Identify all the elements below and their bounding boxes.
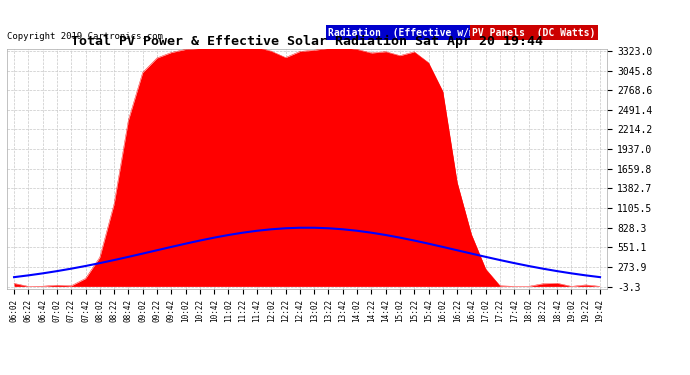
- Text: Radiation  (Effective w/m2): Radiation (Effective w/m2): [328, 27, 486, 38]
- Text: PV Panels  (DC Watts): PV Panels (DC Watts): [472, 27, 595, 38]
- Title: Total PV Power & Effective Solar Radiation Sat Apr 20 19:44: Total PV Power & Effective Solar Radiati…: [71, 34, 543, 48]
- Text: Copyright 2019 Cartronics.com: Copyright 2019 Cartronics.com: [7, 32, 163, 41]
